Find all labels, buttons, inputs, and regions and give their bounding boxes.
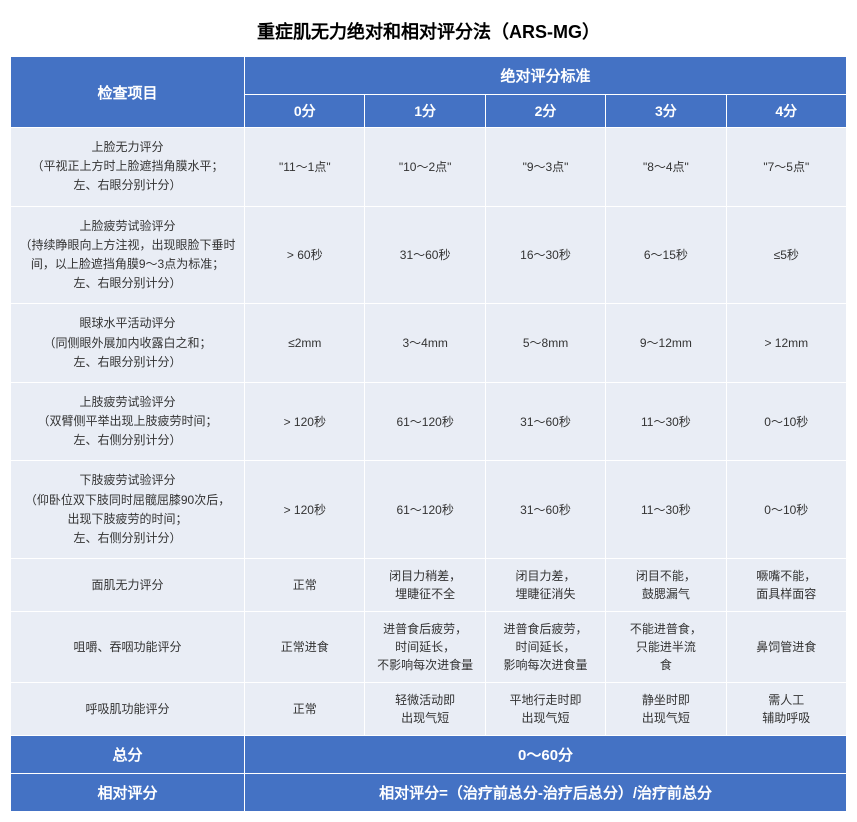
score-cell: "8～4点" bbox=[606, 128, 726, 207]
exam-item-name: 下肢疲劳试验评分（仰卧位双下肢同时屈髋屈膝90次后，出现下肢疲劳的时间；左、右侧… bbox=[11, 461, 245, 559]
score-cell: 11～30秒 bbox=[606, 382, 726, 461]
score-cell: "7～5点" bbox=[726, 128, 846, 207]
score-cell: 0～10秒 bbox=[726, 461, 846, 559]
score-cell: 正常 bbox=[245, 683, 365, 736]
exam-item-name: 上脸无力评分（平视正上方时上脸遮挡角膜水平；左、右眼分别计分） bbox=[11, 128, 245, 207]
footer-total-label: 总分 bbox=[11, 736, 245, 774]
score-cell: > 60秒 bbox=[245, 206, 365, 304]
header-score-3: 3分 bbox=[606, 95, 726, 128]
score-cell: 静坐时即出现气短 bbox=[606, 683, 726, 736]
score-cell: 9～12mm bbox=[606, 304, 726, 383]
table-row: 咀嚼、吞咽功能评分正常进食进普食后疲劳，时间延长，不影响每次进食量进普食后疲劳，… bbox=[11, 612, 847, 683]
score-cell: 正常 bbox=[245, 559, 365, 612]
score-cell: 31～60秒 bbox=[365, 206, 485, 304]
score-cell: 16～30秒 bbox=[485, 206, 605, 304]
score-cell: ≤5秒 bbox=[726, 206, 846, 304]
footer-total-value: 0～60分 bbox=[245, 736, 847, 774]
exam-item-name: 呼吸肌功能评分 bbox=[11, 683, 245, 736]
score-cell: 需人工辅助呼吸 bbox=[726, 683, 846, 736]
score-cell: 平地行走时即出现气短 bbox=[485, 683, 605, 736]
score-cell: 6～15秒 bbox=[606, 206, 726, 304]
table-row: 下肢疲劳试验评分（仰卧位双下肢同时屈髋屈膝90次后，出现下肢疲劳的时间；左、右侧… bbox=[11, 461, 847, 559]
score-cell: 61～120秒 bbox=[365, 461, 485, 559]
exam-item-name: 上肢疲劳试验评分（双臂侧平举出现上肢疲劳时间；左、右侧分别计分） bbox=[11, 382, 245, 461]
score-cell: "9～3点" bbox=[485, 128, 605, 207]
score-cell: 进普食后疲劳，时间延长，不影响每次进食量 bbox=[365, 612, 485, 683]
header-score-2: 2分 bbox=[485, 95, 605, 128]
header-criteria: 绝对评分标准 bbox=[245, 57, 847, 95]
score-cell: 11～30秒 bbox=[606, 461, 726, 559]
score-cell: 不能进普食，只能进半流食 bbox=[606, 612, 726, 683]
score-cell: ≤2mm bbox=[245, 304, 365, 383]
exam-item-name: 上脸疲劳试验评分（持续睁眼向上方注视，出现眼脸下垂时间，以上脸遮挡角膜9～3点为… bbox=[11, 206, 245, 304]
footer-relative-value: 相对评分=（治疗前总分-治疗后总分）/治疗前总分 bbox=[245, 774, 847, 812]
table-row: 眼球水平活动评分（同侧眼外展加内收露白之和；左、右眼分别计分）≤2mm3～4mm… bbox=[11, 304, 847, 383]
header-score-0: 0分 bbox=[245, 95, 365, 128]
table-row: 上肢疲劳试验评分（双臂侧平举出现上肢疲劳时间；左、右侧分别计分）> 120秒61… bbox=[11, 382, 847, 461]
score-cell: 闭目不能，鼓腮漏气 bbox=[606, 559, 726, 612]
table-row: 面肌无力评分正常闭目力稍差，埋睫征不全闭目力差，埋睫征消失闭目不能，鼓腮漏气噘嘴… bbox=[11, 559, 847, 612]
footer-relative-label: 相对评分 bbox=[11, 774, 245, 812]
score-cell: 5～8mm bbox=[485, 304, 605, 383]
score-cell: 31～60秒 bbox=[485, 382, 605, 461]
scoring-table: 检查项目 绝对评分标准 0分 1分 2分 3分 4分 上脸无力评分（平视正上方时… bbox=[10, 56, 847, 812]
header-exam-item: 检查项目 bbox=[11, 57, 245, 128]
score-cell: 闭目力稍差，埋睫征不全 bbox=[365, 559, 485, 612]
score-cell: 31～60秒 bbox=[485, 461, 605, 559]
score-cell: > 120秒 bbox=[245, 382, 365, 461]
exam-item-name: 眼球水平活动评分（同侧眼外展加内收露白之和；左、右眼分别计分） bbox=[11, 304, 245, 383]
score-cell: 鼻饲管进食 bbox=[726, 612, 846, 683]
header-score-1: 1分 bbox=[365, 95, 485, 128]
score-cell: 61～120秒 bbox=[365, 382, 485, 461]
score-cell: 正常进食 bbox=[245, 612, 365, 683]
score-cell: 噘嘴不能，面具样面容 bbox=[726, 559, 846, 612]
header-score-4: 4分 bbox=[726, 95, 846, 128]
exam-item-name: 面肌无力评分 bbox=[11, 559, 245, 612]
page-title: 重症肌无力绝对和相对评分法（ARS-MG） bbox=[10, 10, 847, 56]
score-cell: 3～4mm bbox=[365, 304, 485, 383]
score-cell: "10～2点" bbox=[365, 128, 485, 207]
score-cell: 轻微活动即出现气短 bbox=[365, 683, 485, 736]
table-row: 上脸疲劳试验评分（持续睁眼向上方注视，出现眼脸下垂时间，以上脸遮挡角膜9～3点为… bbox=[11, 206, 847, 304]
score-cell: 闭目力差，埋睫征消失 bbox=[485, 559, 605, 612]
score-cell: > 12mm bbox=[726, 304, 846, 383]
score-cell: 进普食后疲劳，时间延长，影响每次进食量 bbox=[485, 612, 605, 683]
score-cell: > 120秒 bbox=[245, 461, 365, 559]
score-cell: "11～1点" bbox=[245, 128, 365, 207]
exam-item-name: 咀嚼、吞咽功能评分 bbox=[11, 612, 245, 683]
score-cell: 0～10秒 bbox=[726, 382, 846, 461]
table-row: 呼吸肌功能评分正常轻微活动即出现气短平地行走时即出现气短静坐时即出现气短需人工辅… bbox=[11, 683, 847, 736]
table-row: 上脸无力评分（平视正上方时上脸遮挡角膜水平；左、右眼分别计分）"11～1点""1… bbox=[11, 128, 847, 207]
